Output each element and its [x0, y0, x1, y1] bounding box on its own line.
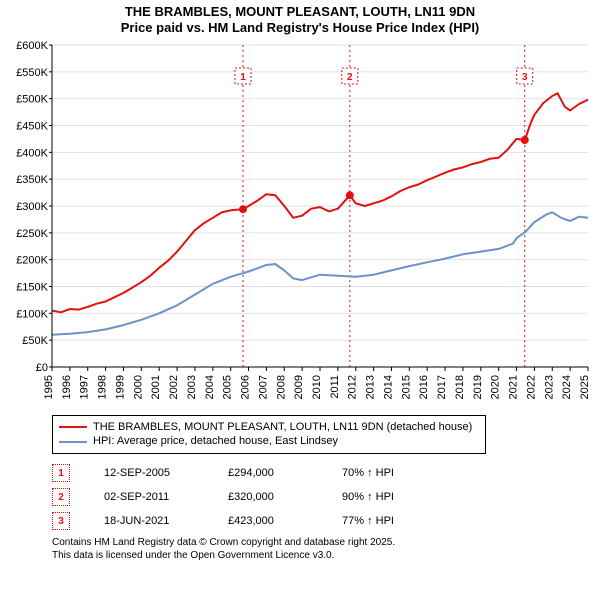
legend-label: HPI: Average price, detached house, East…	[93, 434, 338, 449]
chart-container: THE BRAMBLES, MOUNT PLEASANT, LOUTH, LN1…	[0, 0, 600, 568]
svg-text:2022: 2022	[525, 375, 537, 399]
svg-text:2012: 2012	[347, 375, 359, 399]
svg-text:2000: 2000	[132, 375, 144, 399]
svg-text:1996: 1996	[61, 375, 73, 399]
svg-text:£300K: £300K	[16, 201, 48, 213]
marker-pct: 90% ↑ HPI	[342, 491, 432, 503]
svg-text:£50K: £50K	[22, 335, 48, 347]
svg-text:1998: 1998	[97, 375, 109, 399]
svg-text:2015: 2015	[400, 375, 412, 399]
marker-date: 12-SEP-2005	[104, 467, 194, 479]
svg-text:£500K: £500K	[16, 93, 48, 105]
marker-dot-2	[346, 191, 354, 199]
svg-text:2023: 2023	[543, 375, 555, 399]
svg-text:£350K: £350K	[16, 174, 48, 186]
svg-text:2: 2	[347, 72, 353, 83]
footnote-line-1: Contains HM Land Registry data © Crown c…	[52, 536, 592, 549]
title-line-1: THE BRAMBLES, MOUNT PLEASANT, LOUTH, LN1…	[8, 4, 592, 20]
svg-text:£100K: £100K	[16, 308, 48, 320]
marker-price: £294,000	[228, 467, 308, 479]
footnote-line-2: This data is licensed under the Open Gov…	[52, 549, 592, 562]
marker-pct: 70% ↑ HPI	[342, 467, 432, 479]
marker-dot-3	[521, 135, 529, 143]
svg-text:2008: 2008	[275, 375, 287, 399]
footnote: Contains HM Land Registry data © Crown c…	[52, 536, 592, 562]
svg-text:2003: 2003	[186, 375, 198, 399]
marker-dot-1	[239, 205, 247, 213]
marker-price: £320,000	[228, 491, 308, 503]
svg-text:£450K: £450K	[16, 120, 48, 132]
svg-text:£200K: £200K	[16, 254, 48, 266]
svg-text:2021: 2021	[508, 375, 520, 399]
svg-text:2019: 2019	[472, 375, 484, 399]
svg-text:2001: 2001	[150, 375, 162, 399]
svg-text:£550K: £550K	[16, 66, 48, 78]
legend: THE BRAMBLES, MOUNT PLEASANT, LOUTH, LN1…	[52, 415, 486, 455]
marker-index-box: 2	[52, 488, 70, 506]
chart-plot-area: £0 £50K £100K £150K £200K £250K £300K £350K £400…	[8, 39, 592, 409]
svg-text:2020: 2020	[490, 374, 502, 398]
marker-table: 1 12-SEP-2005 £294,000 70% ↑ HPI 2 02-SEP-201…	[52, 464, 592, 530]
svg-text:2009: 2009	[293, 375, 305, 399]
marker-pct: 77% ↑ HPI	[342, 515, 432, 527]
marker-table-row: 3 18-JUN-2021 £423,000 77% ↑ HPI	[52, 512, 592, 530]
legend-row: THE BRAMBLES, MOUNT PLEASANT, LOUTH, LN1…	[59, 420, 479, 435]
svg-text:2002: 2002	[168, 375, 180, 399]
svg-text:1999: 1999	[114, 375, 126, 399]
marker-table-row: 1 12-SEP-2005 £294,000 70% ↑ HPI	[52, 464, 592, 482]
marker-table-row: 2 02-SEP-2011 £320,000 90% ↑ HPI	[52, 488, 592, 506]
svg-text:1: 1	[240, 72, 246, 83]
svg-text:£150K: £150K	[16, 281, 48, 293]
svg-text:£600K: £600K	[16, 40, 48, 52]
svg-text:2014: 2014	[382, 375, 394, 399]
svg-text:2006: 2006	[240, 375, 252, 399]
svg-text:£0: £0	[36, 362, 48, 374]
svg-text:2025: 2025	[579, 375, 591, 399]
svg-text:2010: 2010	[311, 375, 323, 399]
legend-swatch	[59, 441, 87, 443]
legend-label: THE BRAMBLES, MOUNT PLEASANT, LOUTH, LN1…	[93, 420, 472, 435]
legend-row: HPI: Average price, detached house, East…	[59, 434, 479, 449]
title-line-2: Price paid vs. HM Land Registry's House …	[8, 20, 592, 36]
legend-swatch	[59, 426, 87, 428]
marker-index-box: 1	[52, 464, 70, 482]
svg-text:2018: 2018	[454, 375, 466, 399]
marker-date: 18-JUN-2021	[104, 515, 194, 527]
svg-text:2016: 2016	[418, 375, 430, 399]
marker-price: £423,000	[228, 515, 308, 527]
chart-svg: £0 £50K £100K £150K £200K £250K £300K £350K £400…	[8, 39, 592, 409]
svg-text:2005: 2005	[222, 375, 234, 399]
svg-text:1995: 1995	[43, 375, 55, 399]
svg-text:2024: 2024	[561, 375, 573, 399]
svg-text:2007: 2007	[257, 375, 269, 399]
chart-title: THE BRAMBLES, MOUNT PLEASANT, LOUTH, LN1…	[8, 4, 592, 37]
svg-text:2004: 2004	[204, 375, 216, 399]
svg-text:3: 3	[522, 72, 528, 83]
marker-date: 02-SEP-2011	[104, 491, 194, 503]
svg-text:£250K: £250K	[16, 227, 48, 239]
svg-text:2011: 2011	[329, 375, 341, 399]
svg-text:£400K: £400K	[16, 147, 48, 159]
svg-text:2013: 2013	[365, 375, 377, 399]
marker-index-box: 3	[52, 512, 70, 530]
svg-text:1997: 1997	[79, 375, 91, 399]
svg-text:2017: 2017	[436, 375, 448, 399]
